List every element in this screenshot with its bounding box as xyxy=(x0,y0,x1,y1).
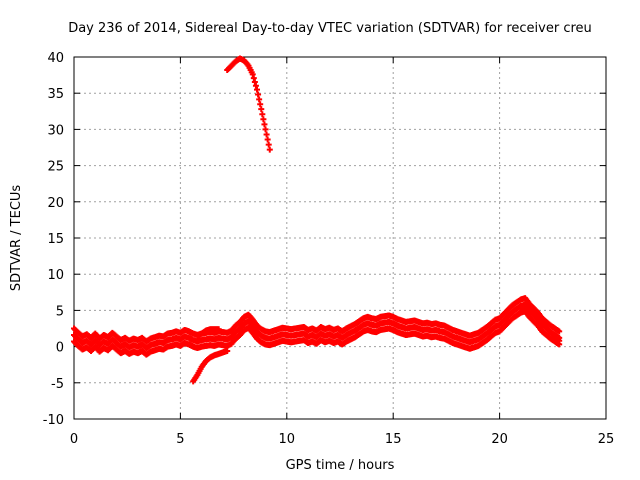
y-tick-label: 20 xyxy=(47,196,64,211)
data-point xyxy=(251,78,258,85)
y-tick-label: 5 xyxy=(56,304,64,319)
data-point xyxy=(259,111,266,118)
data-point xyxy=(556,328,563,335)
data-point xyxy=(254,86,261,93)
data-point xyxy=(256,96,263,103)
series-late-branch xyxy=(517,303,563,344)
data-point xyxy=(263,131,270,138)
grid-lines xyxy=(74,57,606,419)
data-point xyxy=(264,136,271,143)
data-point xyxy=(265,141,272,148)
data-marks xyxy=(71,55,563,385)
x-tick-label: 0 xyxy=(70,432,78,447)
y-tick-label: 35 xyxy=(47,87,64,102)
y-tick-label: -5 xyxy=(51,377,64,392)
y-axis-label: SDTVAR / TECUs xyxy=(9,185,24,292)
series-main-band xyxy=(71,295,563,358)
series-upper-branch xyxy=(224,55,273,153)
y-tick-label: 40 xyxy=(47,51,64,66)
series-lower-branch xyxy=(190,347,231,385)
x-tick-label: 5 xyxy=(176,432,184,447)
x-axis-label: GPS time / hours xyxy=(286,458,395,473)
y-tick-label: 10 xyxy=(47,268,64,283)
chart-title: Day 236 of 2014, Sidereal Day-to-day VTE… xyxy=(68,21,592,36)
data-point xyxy=(215,326,222,333)
data-point xyxy=(224,347,231,354)
data-point xyxy=(260,116,267,123)
data-point xyxy=(258,106,265,113)
data-point xyxy=(255,91,262,98)
y-tick-label: 0 xyxy=(56,341,64,356)
axis-ticks: 0 5 10 15 20 25 -10 -5 0 5 10 15 20 25 30 35 40 xyxy=(43,51,615,447)
data-point xyxy=(250,75,257,82)
data-point xyxy=(261,121,268,128)
x-tick-label: 20 xyxy=(491,432,508,447)
data-point xyxy=(262,126,269,133)
data-point xyxy=(249,71,256,78)
y-tick-label: 15 xyxy=(47,232,64,247)
y-tick-label: 30 xyxy=(47,123,64,138)
data-point xyxy=(556,337,563,344)
data-point xyxy=(252,82,259,89)
series-mid-branch xyxy=(194,326,222,340)
x-tick-label: 10 xyxy=(279,432,296,447)
x-tick-label: 25 xyxy=(598,432,615,447)
y-tick-label: 25 xyxy=(47,160,64,175)
y-tick-label: -10 xyxy=(43,413,64,428)
data-point xyxy=(257,101,264,108)
data-point xyxy=(266,146,273,153)
x-tick-label: 15 xyxy=(385,432,402,447)
